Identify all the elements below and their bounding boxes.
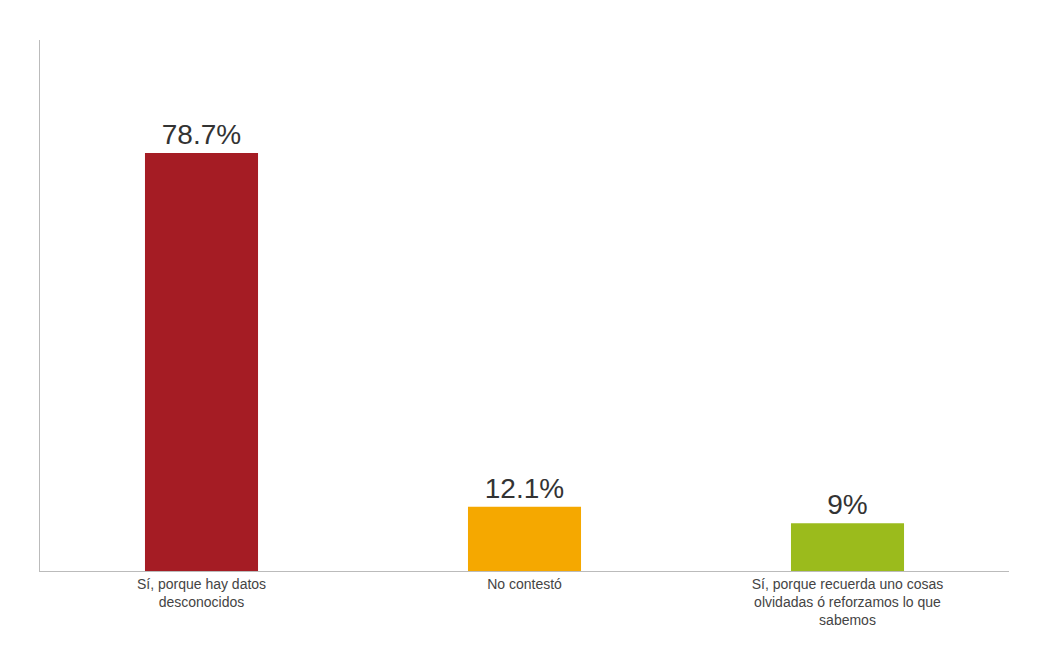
svg-text:Sí, porque recuerda uno cosaso: Sí, porque recuerda uno cosasolvidadas ó… (752, 576, 943, 628)
svg-text:9%: 9% (827, 489, 867, 520)
svg-text:No contestó: No contestó (487, 576, 562, 592)
svg-text:12.1%: 12.1% (485, 473, 564, 504)
svg-text:Sí, porque hay datosdesconocid: Sí, porque hay datosdesconocidos (137, 576, 266, 610)
svg-text:78.7%: 78.7% (162, 119, 241, 150)
